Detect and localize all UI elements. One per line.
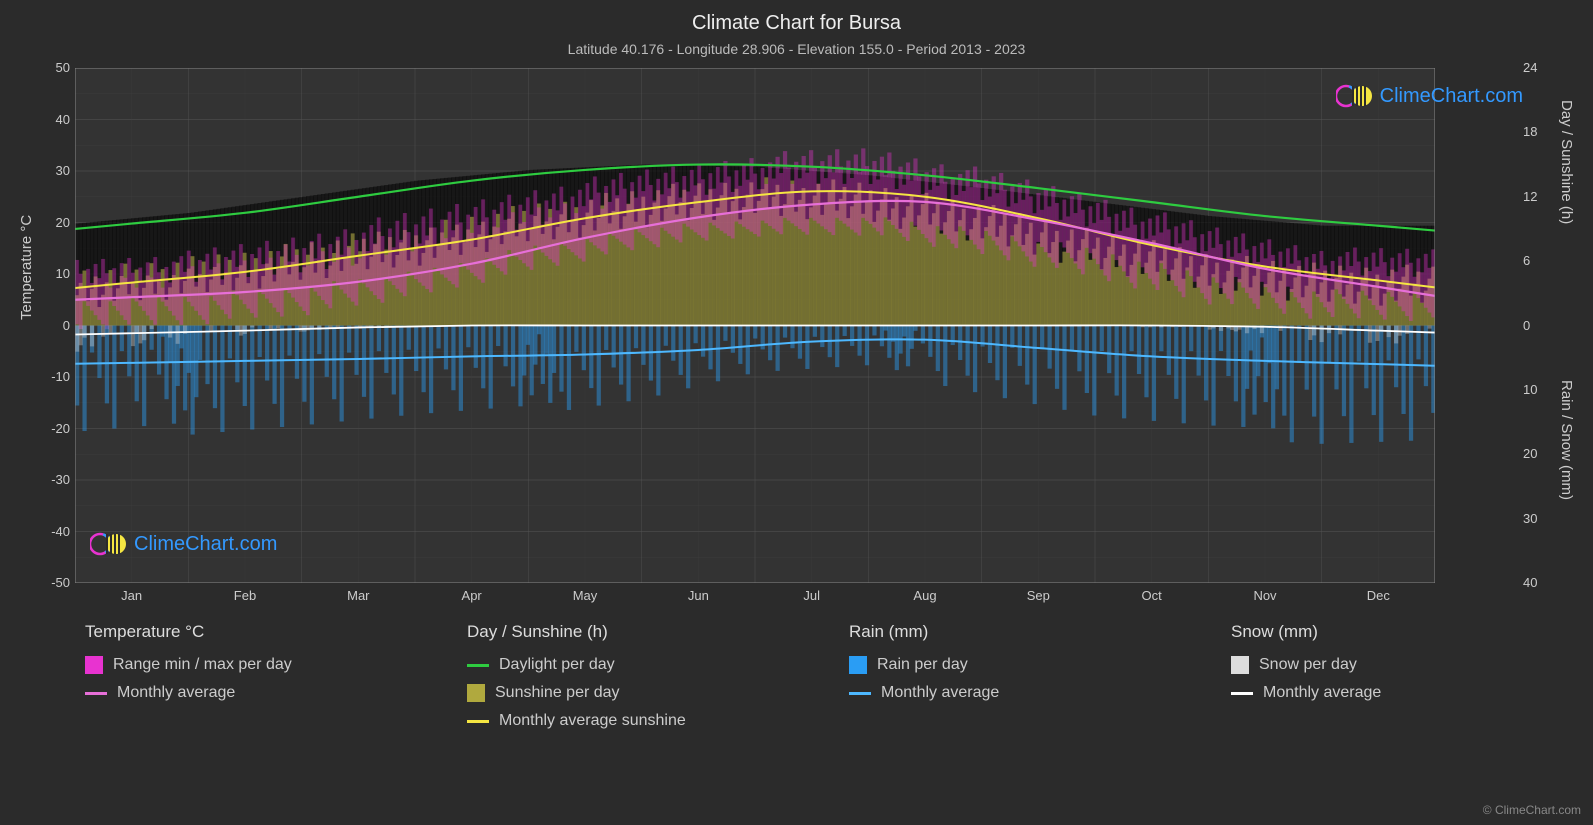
legend-item: Rain per day bbox=[849, 656, 1171, 674]
tick-month: Jul bbox=[792, 588, 832, 603]
tick-month: Jan bbox=[112, 588, 152, 603]
tick-right-hours: 6 bbox=[1523, 253, 1551, 268]
legend-header: Day / Sunshine (h) bbox=[467, 622, 789, 642]
legend-swatch bbox=[1231, 656, 1249, 674]
legend-label: Monthly average bbox=[881, 684, 999, 702]
legend-label: Monthly average bbox=[1263, 684, 1381, 702]
chart-subtitle: Latitude 40.176 - Longitude 28.906 - Ele… bbox=[0, 41, 1593, 57]
chart-svg bbox=[75, 68, 1435, 583]
tick-right-hours: 12 bbox=[1523, 189, 1551, 204]
legend-swatch bbox=[467, 664, 489, 667]
tick-month: Jun bbox=[678, 588, 718, 603]
tick-month: Apr bbox=[452, 588, 492, 603]
legend-group: Day / Sunshine (h) Daylight per day Sunshi… bbox=[467, 622, 789, 740]
y-axis-right-top-label: Day / Sunshine (h) bbox=[1558, 100, 1575, 224]
watermark-text: ClimeChart.com bbox=[134, 533, 277, 556]
climechart-logo-icon bbox=[90, 530, 128, 558]
legend-header: Snow (mm) bbox=[1231, 622, 1553, 642]
y-axis-left-label: Temperature °C bbox=[18, 215, 35, 320]
tick-right-hours: 18 bbox=[1523, 124, 1551, 139]
legend-item: Sunshine per day bbox=[467, 684, 789, 702]
tick-left: 50 bbox=[42, 60, 70, 75]
legend-swatch bbox=[85, 692, 107, 695]
legend-swatch bbox=[849, 692, 871, 695]
tick-right-hours: 0 bbox=[1523, 318, 1551, 333]
watermark-bottom: ClimeChart.com bbox=[90, 530, 277, 558]
tick-right-mm: 20 bbox=[1523, 446, 1551, 461]
tick-left: -50 bbox=[42, 575, 70, 590]
legend-item: Monthly average bbox=[1231, 684, 1553, 702]
tick-left: 10 bbox=[42, 266, 70, 281]
tick-left: 0 bbox=[42, 318, 70, 333]
legend-label: Range min / max per day bbox=[113, 656, 292, 674]
legend-header: Rain (mm) bbox=[849, 622, 1171, 642]
watermark-text: ClimeChart.com bbox=[1380, 85, 1523, 108]
legend-swatch bbox=[849, 656, 867, 674]
tick-month: Nov bbox=[1245, 588, 1285, 603]
tick-right-hours: 24 bbox=[1523, 60, 1551, 75]
legend-item: Daylight per day bbox=[467, 656, 789, 674]
legend-swatch bbox=[467, 720, 489, 723]
tick-left: 40 bbox=[42, 112, 70, 127]
tick-month: Oct bbox=[1132, 588, 1172, 603]
chart-plot-area bbox=[75, 68, 1435, 583]
chart-title: Climate Chart for Bursa bbox=[0, 0, 1593, 35]
tick-month: Mar bbox=[338, 588, 378, 603]
tick-month: Feb bbox=[225, 588, 265, 603]
y-axis-right-bottom-label: Rain / Snow (mm) bbox=[1558, 380, 1575, 500]
tick-month: Aug bbox=[905, 588, 945, 603]
tick-right-mm: 30 bbox=[1523, 511, 1551, 526]
tick-left: 20 bbox=[42, 215, 70, 230]
copyright-text: © ClimeChart.com bbox=[1483, 803, 1581, 817]
tick-left: -20 bbox=[42, 421, 70, 436]
tick-right-mm: 40 bbox=[1523, 575, 1551, 590]
tick-left: -40 bbox=[42, 524, 70, 539]
legend-label: Daylight per day bbox=[499, 656, 615, 674]
legend-item: Monthly average bbox=[85, 684, 407, 702]
tick-month: Dec bbox=[1358, 588, 1398, 603]
watermark-top: ClimeChart.com bbox=[1336, 82, 1523, 110]
tick-month: May bbox=[565, 588, 605, 603]
tick-right-mm: 10 bbox=[1523, 382, 1551, 397]
legend-group: Temperature °C Range min / max per day Mon… bbox=[85, 622, 407, 740]
legend-header: Temperature °C bbox=[85, 622, 407, 642]
tick-month: Sep bbox=[1018, 588, 1058, 603]
legend-label: Snow per day bbox=[1259, 656, 1357, 674]
legend-group: Snow (mm) Snow per day Monthly average bbox=[1231, 622, 1553, 740]
legend-swatch bbox=[1231, 692, 1253, 695]
legend-item: Monthly average sunshine bbox=[467, 712, 789, 730]
legend-swatch bbox=[467, 684, 485, 702]
legend-label: Monthly average bbox=[117, 684, 235, 702]
tick-left: -30 bbox=[42, 472, 70, 487]
legend-label: Monthly average sunshine bbox=[499, 712, 686, 730]
legend-item: Monthly average bbox=[849, 684, 1171, 702]
tick-left: 30 bbox=[42, 163, 70, 178]
legend-label: Rain per day bbox=[877, 656, 968, 674]
legend-group: Rain (mm) Rain per day Monthly average bbox=[849, 622, 1171, 740]
legend-item: Range min / max per day bbox=[85, 656, 407, 674]
legend-swatch bbox=[85, 656, 103, 674]
climechart-logo-icon bbox=[1336, 82, 1374, 110]
legend-label: Sunshine per day bbox=[495, 684, 620, 702]
tick-left: -10 bbox=[42, 369, 70, 384]
chart-legend: Temperature °C Range min / max per day Mon… bbox=[85, 622, 1553, 740]
legend-item: Snow per day bbox=[1231, 656, 1553, 674]
